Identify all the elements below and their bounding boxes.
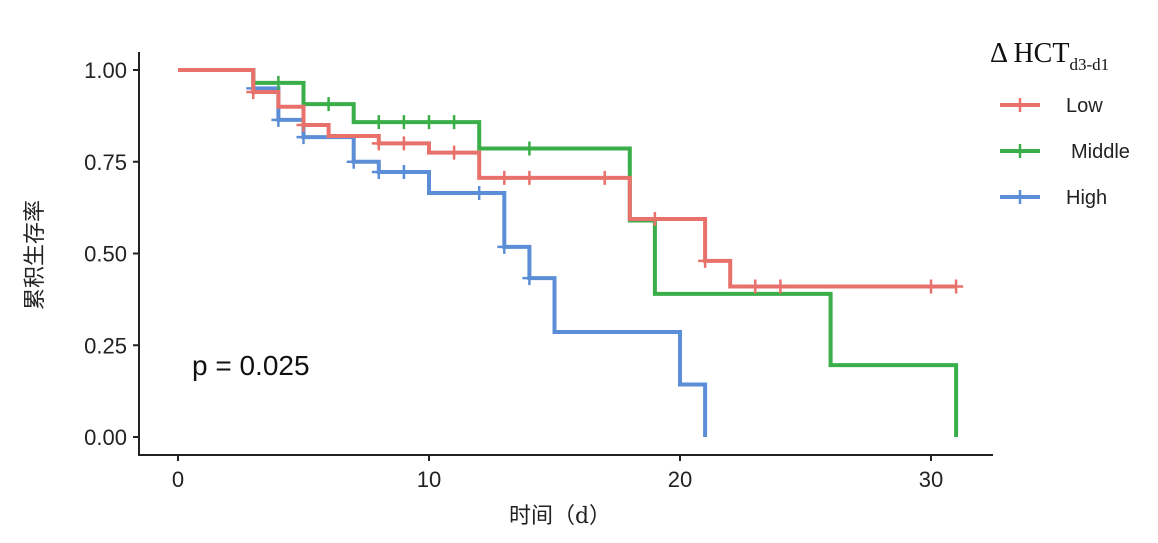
survival-curve-high (178, 68, 708, 437)
censor-mark (396, 136, 411, 151)
x-tick-label: 10 (417, 467, 441, 492)
censor-mark (597, 170, 612, 185)
censor-mark (246, 85, 261, 100)
legend-censor-icon (1013, 144, 1027, 158)
censor-mark (522, 271, 537, 286)
censor-mark (647, 212, 662, 227)
censor-mark (271, 75, 286, 90)
censor-mark (396, 115, 411, 130)
y-tick-label: 0.75 (84, 150, 127, 175)
legend-item-high: High (1000, 187, 1107, 209)
censor-mark (422, 115, 436, 130)
legend-item-middle: Middle (1000, 141, 1130, 163)
censor-mark (698, 253, 713, 268)
legend-censor-icon (1013, 190, 1027, 204)
censor-mark (949, 279, 964, 294)
legend-label: Middle (1071, 141, 1130, 163)
y-tick-label: 0.00 (84, 425, 127, 450)
x-tick-label: 30 (919, 467, 943, 492)
legend-label: High (1066, 187, 1107, 209)
y-tick-label: 0.25 (84, 333, 127, 358)
series-middle (178, 68, 959, 437)
legend-censor-icon (1013, 98, 1027, 112)
legend: Δ HCTd3-d1 Low Middle High (990, 38, 1130, 209)
censor-mark (271, 112, 286, 127)
censor-mark (924, 279, 938, 294)
censor-mark (371, 165, 386, 180)
series-low (178, 68, 964, 294)
censor-mark (522, 170, 537, 185)
censor-mark (296, 130, 311, 145)
y-tick-label: 1.00 (84, 58, 127, 83)
y-tick-label: 0.50 (84, 242, 127, 267)
censor-mark (346, 154, 361, 169)
survival-curve-middle (178, 68, 959, 437)
censor-mark (321, 97, 336, 112)
x-tick-label: 20 (668, 467, 692, 492)
censor-mark (371, 115, 386, 130)
censor-mark (472, 185, 487, 200)
legend-label: Low (1066, 95, 1103, 117)
censor-mark (371, 136, 386, 151)
series-high (178, 68, 708, 437)
censor-mark (447, 115, 462, 130)
censor-mark (396, 165, 411, 180)
x-axis-label: 时间（d） (509, 504, 611, 529)
censor-mark (748, 279, 763, 294)
p-value-annotation: p = 0.025 (192, 350, 310, 381)
legend-item-low: Low (1000, 95, 1103, 117)
survival-curve-low (178, 68, 957, 289)
censor-mark (497, 170, 512, 185)
x-tick-label: 0 (172, 467, 184, 492)
censor-mark (497, 239, 512, 254)
censor-mark (447, 145, 462, 160)
censor-mark (522, 141, 537, 156)
y-axis-label: 累积生存率 (23, 200, 48, 310)
legend-title: Δ HCTd3-d1 (990, 38, 1109, 74)
censor-mark (296, 118, 311, 133)
censor-mark (773, 279, 788, 294)
